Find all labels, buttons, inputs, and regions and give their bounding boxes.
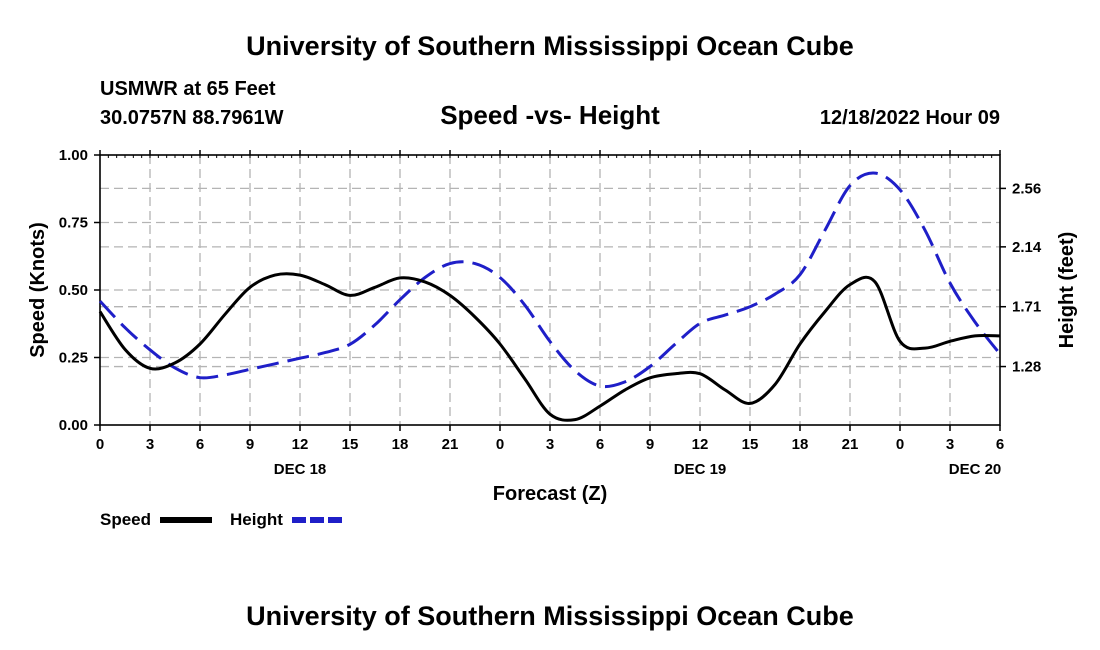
- y2-tick-label: 2.56: [1012, 180, 1041, 197]
- y-tick-label: 0.75: [59, 215, 88, 232]
- x-tick-label: 9: [246, 436, 254, 453]
- legend-speed-label: Speed: [100, 510, 151, 529]
- x-tick-label: 12: [292, 436, 309, 453]
- x-tick-label: 3: [546, 436, 554, 453]
- grid: [100, 155, 1000, 425]
- page-title: University of Southern Mississippi Ocean…: [246, 31, 854, 61]
- y2-tick-label: 1.71: [1012, 299, 1041, 316]
- y2-tick-label: 2.14: [1012, 239, 1042, 256]
- x-tick-label: 15: [742, 436, 759, 453]
- x-tick-label: 18: [392, 436, 409, 453]
- x-tick-label: 0: [96, 436, 104, 453]
- coordinates-label: 30.0757N 88.7961W: [100, 107, 284, 129]
- y-axis-ticks: 0.00 0.25 0.50 0.75 1.00: [59, 147, 100, 434]
- station-label: USMWR at 65 Feet: [100, 78, 276, 100]
- x-tick-label: 0: [896, 436, 904, 453]
- legend-height-label: Height: [230, 510, 283, 529]
- y2-axis-label: Height (feet): [1056, 232, 1078, 349]
- series-lines: [98, 171, 1002, 422]
- legend: Speed Height: [100, 510, 342, 529]
- y-tick-label: 0.50: [59, 282, 88, 299]
- x-tick-label: 6: [596, 436, 604, 453]
- y-tick-label: 0.00: [59, 417, 88, 434]
- date-label: DEC 18: [274, 461, 327, 478]
- y-tick-label: 1.00: [59, 147, 88, 164]
- x-axis-label: Forecast (Z): [493, 483, 607, 505]
- y-axis-label: Speed (Knots): [27, 222, 49, 358]
- x-tick-label: 18: [792, 436, 809, 453]
- x-tick-label: 3: [146, 436, 154, 453]
- x-tick-label: 12: [692, 436, 709, 453]
- forecast-date-label: 12/18/2022 Hour 09: [820, 107, 1000, 129]
- date-labels: DEC 18 DEC 19 DEC 20: [274, 461, 1002, 478]
- x-tick-label: 6: [996, 436, 1004, 453]
- x-tick-label: 0: [496, 436, 504, 453]
- date-label: DEC 20: [949, 461, 1002, 478]
- x-tick-label: 21: [842, 436, 859, 453]
- date-label: DEC 19: [674, 461, 727, 478]
- x-tick-label: 6: [196, 436, 204, 453]
- chart-subtitle: Speed -vs- Height: [440, 100, 660, 130]
- x-tick-label: 21: [442, 436, 459, 453]
- series-line-speed: [98, 272, 1001, 422]
- y-tick-label: 0.25: [59, 350, 88, 367]
- series-line-height: [98, 171, 1002, 389]
- x-tick-label: 3: [946, 436, 954, 453]
- y2-axis-ticks: 1.28 1.71 2.14 2.56: [1000, 180, 1042, 376]
- y2-tick-label: 1.28: [1012, 359, 1041, 376]
- x-axis-ticks: 0 3 6 9 12 15 18 21 0 3 6 9 12 15 18 21 0 3 6: [96, 150, 1004, 453]
- x-tick-label: 15: [342, 436, 359, 453]
- x-tick-label: 9: [646, 436, 654, 453]
- bottom-page-title: University of Southern Mississippi Ocean…: [246, 601, 854, 631]
